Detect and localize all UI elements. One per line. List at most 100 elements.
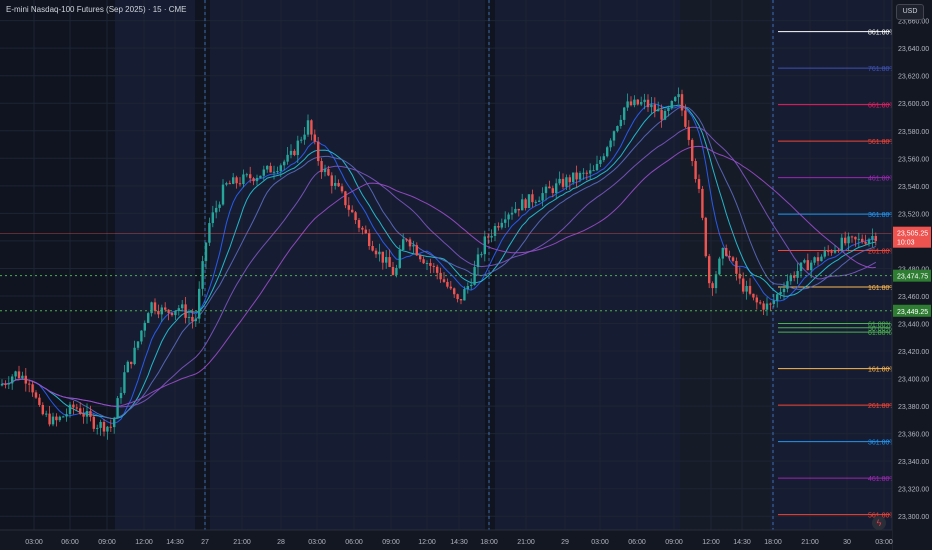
candle-body[interactable] <box>136 341 140 348</box>
candle-body[interactable] <box>867 239 871 244</box>
candle-body[interactable] <box>776 294 779 301</box>
candle-body[interactable] <box>779 292 782 295</box>
candle-body[interactable] <box>626 101 629 108</box>
candle-body[interactable] <box>561 178 565 187</box>
candle-body[interactable] <box>351 209 354 213</box>
candle-body[interactable] <box>718 258 721 275</box>
candle-body[interactable] <box>714 274 718 289</box>
candle-body[interactable] <box>745 285 748 292</box>
candle-body[interactable] <box>276 171 279 173</box>
candle-body[interactable] <box>602 156 605 161</box>
candle-body[interactable] <box>300 139 303 141</box>
candle-body[interactable] <box>589 170 592 174</box>
candle-body[interactable] <box>442 279 446 282</box>
candle-body[interactable] <box>595 163 599 171</box>
candle-body[interactable] <box>157 310 160 315</box>
candle-body[interactable] <box>633 99 636 106</box>
candle-body[interactable] <box>109 426 112 428</box>
candle-body[interactable] <box>694 161 697 180</box>
candle-body[interactable] <box>476 254 480 268</box>
candle-body[interactable] <box>368 233 371 247</box>
candle-body[interactable] <box>269 165 272 173</box>
candle-body[interactable] <box>612 131 616 141</box>
candle-body[interactable] <box>31 384 34 393</box>
candle-body[interactable] <box>123 372 126 393</box>
candle-body[interactable] <box>419 255 422 260</box>
candle-body[interactable] <box>680 94 684 111</box>
candle-body[interactable] <box>725 247 728 256</box>
horizontal-levels[interactable] <box>0 233 892 312</box>
candle-body[interactable] <box>378 251 381 255</box>
candle-body[interactable] <box>555 183 558 194</box>
candle-body[interactable] <box>153 302 157 311</box>
candle-body[interactable] <box>14 371 17 377</box>
candle-body[interactable] <box>687 126 690 140</box>
candle-body[interactable] <box>742 278 745 292</box>
candle-body[interactable] <box>330 175 333 186</box>
candle-body[interactable] <box>823 250 826 257</box>
candle-body[interactable] <box>721 247 724 259</box>
candle-body[interactable] <box>748 285 752 294</box>
candle-body[interactable] <box>453 288 456 295</box>
candle-body[interactable] <box>670 101 673 109</box>
candle-body[interactable] <box>531 194 534 203</box>
candle-body[interactable] <box>408 239 412 247</box>
candle-body[interactable] <box>242 174 245 184</box>
candle-body[interactable] <box>643 99 646 103</box>
candle-body[interactable] <box>4 383 7 385</box>
candle-body[interactable] <box>143 322 146 331</box>
candle-body[interactable] <box>861 238 864 242</box>
candle-body[interactable] <box>249 174 252 179</box>
candle-body[interactable] <box>279 165 282 172</box>
candle-body[interactable] <box>344 191 347 206</box>
candle-body[interactable] <box>568 177 571 183</box>
candle-body[interactable] <box>208 223 211 243</box>
candle-body[interactable] <box>738 273 741 279</box>
candle-body[interactable] <box>796 271 799 278</box>
candle-body[interactable] <box>548 186 551 189</box>
candle-body[interactable] <box>857 238 860 240</box>
candle-body[interactable] <box>28 383 31 385</box>
candle-body[interactable] <box>11 376 14 384</box>
candle-body[interactable] <box>691 139 694 162</box>
candle-body[interactable] <box>582 172 585 174</box>
candle-body[interactable] <box>521 199 524 211</box>
candle-body[interactable] <box>541 193 544 201</box>
candle-body[interactable] <box>337 182 340 187</box>
candle-body[interactable] <box>317 141 320 162</box>
time-axis[interactable]: 03:00 06:00 09:00 12:00 14:30 27 21:00 28 03:00 0… <box>0 529 893 550</box>
candle-body[interactable] <box>585 172 588 174</box>
candle-body[interactable] <box>619 119 622 127</box>
candle-body[interactable] <box>147 313 150 323</box>
candle-body[interactable] <box>415 245 418 256</box>
candle-body[interactable] <box>507 214 510 220</box>
candle-body[interactable] <box>102 421 106 432</box>
candle-body[interactable] <box>340 186 344 192</box>
candle-body[interactable] <box>381 251 384 263</box>
candle-body[interactable] <box>89 411 92 417</box>
candle-body[interactable] <box>371 246 374 251</box>
candle-body[interactable] <box>422 259 425 264</box>
candle-body[interactable] <box>116 398 119 418</box>
candle-body[interactable] <box>646 99 650 108</box>
candle-body[interactable] <box>313 134 316 142</box>
candle-body[interactable] <box>357 220 361 228</box>
candle-body[interactable] <box>272 171 276 173</box>
candle-body[interactable] <box>204 242 208 262</box>
candle-body[interactable] <box>402 239 405 250</box>
candle-body[interactable] <box>133 347 136 365</box>
candle-body[interactable] <box>296 140 299 156</box>
candlesticks[interactable] <box>0 87 877 440</box>
candle-body[interactable] <box>653 104 656 112</box>
candle-body[interactable] <box>871 236 874 240</box>
candle-body[interactable] <box>803 260 806 263</box>
candle-body[interactable] <box>827 250 830 252</box>
candle-body[interactable] <box>255 177 259 182</box>
candle-body[interactable] <box>85 411 89 417</box>
candle-body[interactable] <box>306 120 310 135</box>
candle-body[interactable] <box>493 226 497 236</box>
candle-body[interactable] <box>388 257 391 268</box>
candle-body[interactable] <box>752 293 755 298</box>
candle-body[interactable] <box>534 201 537 203</box>
candle-body[interactable] <box>629 101 633 106</box>
